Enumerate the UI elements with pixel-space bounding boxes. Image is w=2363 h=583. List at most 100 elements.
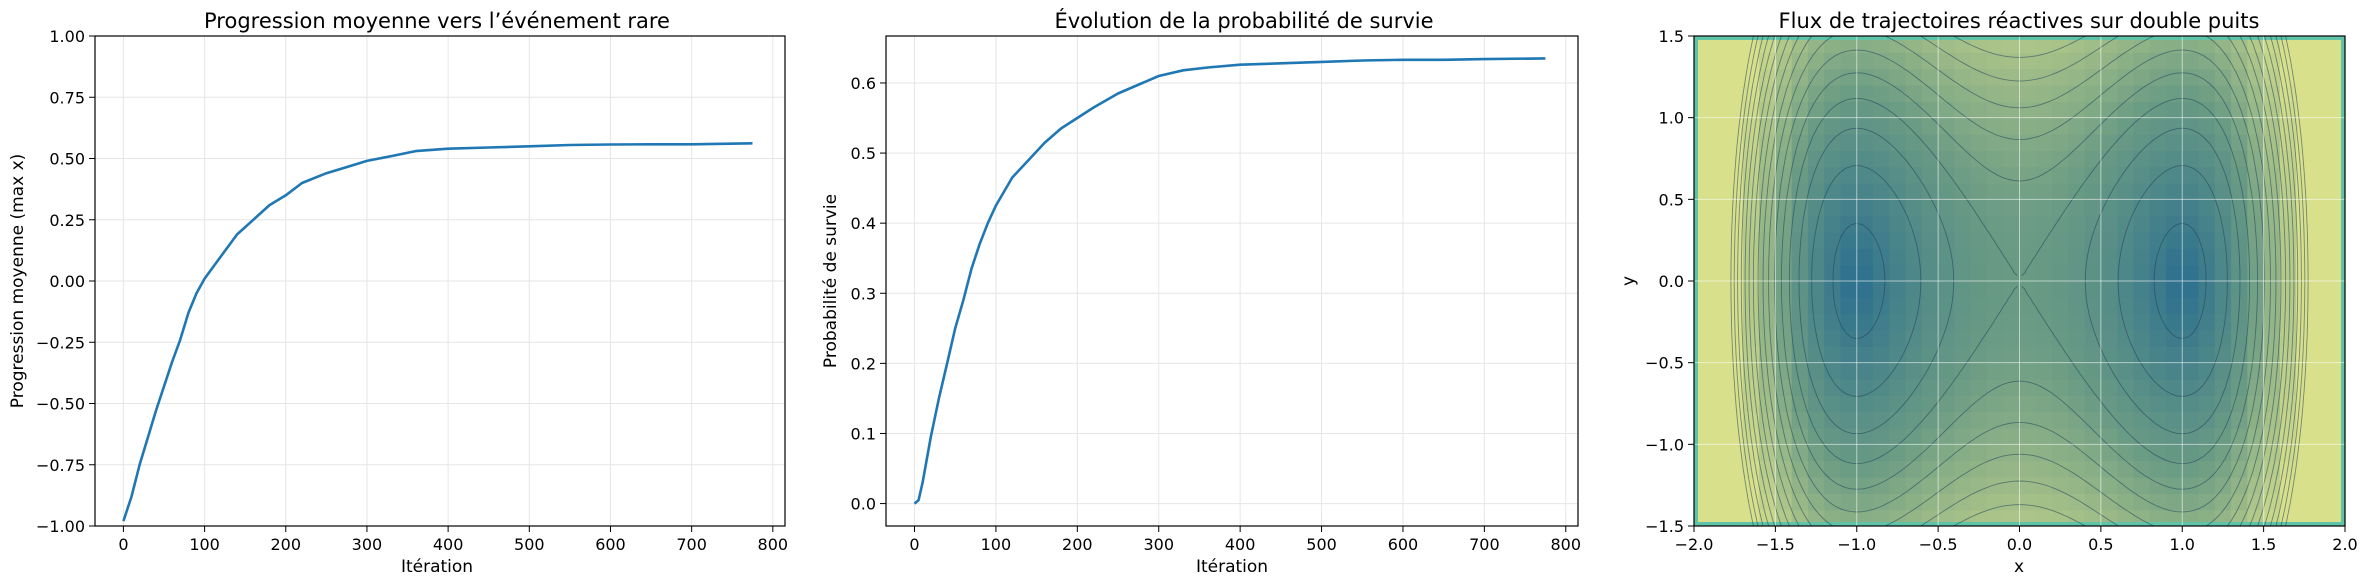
heatmap-cell — [1840, 52, 1858, 70]
heatmap-cell — [1970, 362, 1988, 380]
heatmap-cell — [2100, 166, 2118, 184]
heatmap-cell — [1791, 395, 1809, 413]
x-tick-label: −1.0 — [1837, 535, 1876, 554]
contour-line — [1748, 36, 2291, 526]
heatmap-cell — [2100, 428, 2118, 445]
heatmap-cell — [1824, 411, 1842, 429]
heatmap-cell — [2117, 330, 2135, 347]
heatmap-cell — [1824, 215, 1842, 233]
heatmap-cell — [1938, 264, 1955, 282]
heatmap-cell — [2296, 68, 2314, 86]
heatmap-cell — [1775, 150, 1793, 168]
heatmap-cell — [2312, 85, 2330, 102]
heatmap-cell — [1694, 313, 1711, 331]
heatmap-cell — [2182, 215, 2200, 233]
heatmap-cell — [1905, 477, 1923, 494]
heatmap-cell — [2198, 330, 2216, 347]
heatmap-cell — [2133, 379, 2151, 396]
heatmap-cell — [1791, 68, 1809, 86]
heatmap-cell — [2133, 346, 2151, 364]
heatmap-cell — [1710, 477, 1728, 494]
heatmap-cell — [1921, 134, 1939, 151]
heatmap-cell — [1742, 232, 1760, 249]
heatmap-cell — [2149, 264, 2167, 282]
heatmap-cell — [2296, 362, 2314, 380]
heatmap-cell — [1694, 68, 1711, 86]
heatmap-cell — [2035, 346, 2053, 364]
heatmap-cell — [2214, 199, 2232, 217]
y-tick-label: −1.5 — [1645, 517, 1684, 536]
y-tick-label: 0.6 — [851, 74, 876, 93]
heatmap-cell — [2312, 444, 2330, 462]
heatmap-cell — [2182, 509, 2200, 526]
heatmap-cell — [1889, 52, 1907, 70]
heatmap-cell — [1726, 183, 1744, 200]
heatmap-cell — [1905, 330, 1923, 347]
heatmap-cell — [1856, 313, 1874, 331]
heatmap-cell — [2052, 444, 2069, 462]
heatmap-cell — [1889, 281, 1907, 298]
heatmap-cell — [1873, 117, 1890, 135]
heatmap-cell — [2328, 477, 2345, 494]
heatmap-cell — [2296, 215, 2314, 233]
heatmap-cell — [1970, 215, 1988, 233]
heatmap-cell — [2182, 117, 2200, 135]
heatmap-cell — [2019, 215, 2037, 233]
heatmap-cell — [1986, 281, 2004, 298]
heatmap-cell — [2133, 232, 2151, 249]
heatmap-cell — [2328, 166, 2345, 184]
heatmap-cell — [1840, 183, 1858, 200]
heatmap-cell — [2231, 101, 2248, 119]
heatmap-cell — [1921, 330, 1939, 347]
heatmap-cell — [1742, 379, 1760, 396]
heatmap-cell — [2052, 297, 2069, 315]
heatmap-cell — [2328, 36, 2345, 53]
heatmap-cell — [1824, 379, 1842, 396]
heatmap-cell — [1710, 134, 1728, 151]
heatmap-cell — [2100, 362, 2118, 380]
heatmap-cell — [2117, 134, 2135, 151]
heatmap-cell — [1694, 166, 1711, 184]
heatmap-cell — [2198, 52, 2216, 70]
heatmap-cell — [2100, 52, 2118, 70]
heatmap-cell — [2198, 232, 2216, 249]
heatmap-cell — [1775, 101, 1793, 119]
heatmap-cell — [2247, 281, 2265, 298]
heatmap-cell — [1726, 134, 1744, 151]
heatmap-cell — [2100, 346, 2118, 364]
heatmap-cell — [2312, 215, 2330, 233]
heatmap-cell — [2100, 460, 2118, 478]
heatmap-cell — [2312, 330, 2330, 347]
heatmap-cell — [1807, 281, 1825, 298]
heatmap-cell — [2068, 248, 2086, 266]
heatmap-cell — [2328, 52, 2345, 70]
heatmap-cell — [2231, 52, 2248, 70]
heatmap-cell — [2052, 36, 2069, 53]
heatmap-cell — [2019, 248, 2037, 266]
heatmap-cell — [1710, 346, 1728, 364]
heatmap-cell — [2165, 362, 2183, 380]
heatmap-cell — [1856, 134, 1874, 151]
heatmap-cell — [2019, 85, 2037, 102]
heatmap-cell — [1710, 166, 1728, 184]
heatmap-cell — [2052, 150, 2069, 168]
heatmap-cell — [2149, 101, 2167, 119]
heatmap-cell — [2263, 281, 2281, 298]
heatmap-cell — [2312, 36, 2330, 53]
heatmap-cell — [1970, 477, 1988, 494]
contour-line — [1740, 36, 2299, 526]
heatmap-cell — [2019, 264, 2037, 282]
heatmap-cell — [1824, 68, 1842, 86]
heatmap-cell — [2068, 411, 2086, 429]
heatmap-cell — [2182, 52, 2200, 70]
heatmap-cell — [1905, 232, 1923, 249]
heatmap-cell — [2198, 362, 2216, 380]
heatmap-cell — [1856, 444, 1874, 462]
heatmap-cell — [2149, 68, 2167, 86]
heatmap-cell — [1807, 264, 1825, 282]
heatmap-cell — [2263, 68, 2281, 86]
heatmap-cell — [2231, 134, 2248, 151]
heatmap-cell — [1726, 68, 1744, 86]
heatmap-cell — [2117, 428, 2135, 445]
heatmap-cell — [1759, 460, 1776, 478]
